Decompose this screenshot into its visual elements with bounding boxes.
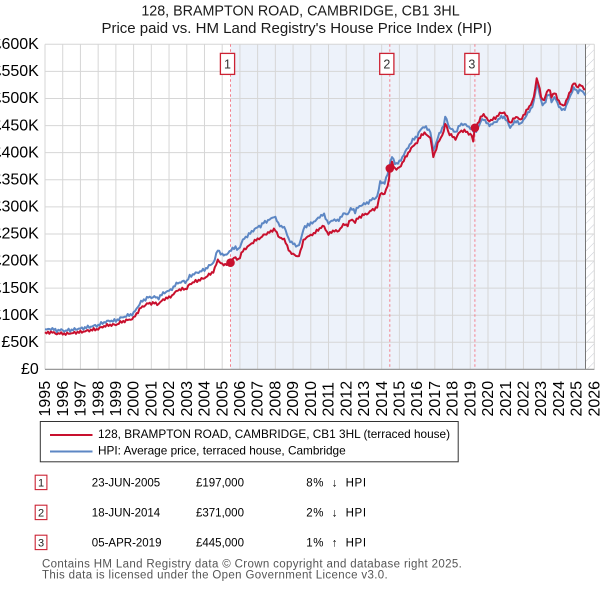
- svg-text:£50K: £50K: [1, 334, 39, 351]
- svg-text:Price paid vs. HM Land Registr: Price paid vs. HM Land Registry's House …: [101, 20, 492, 37]
- svg-text:8% ↓ HPI: 8% ↓ HPI: [306, 477, 366, 489]
- svg-text:£450K: £450K: [0, 117, 39, 134]
- svg-text:This data is licensed under th: This data is licensed under the Open Gov…: [42, 570, 388, 582]
- svg-text:18-JUN-2014: 18-JUN-2014: [92, 507, 161, 519]
- svg-text:2009: 2009: [285, 381, 302, 417]
- svg-text:2007: 2007: [250, 381, 267, 417]
- svg-text:£500K: £500K: [0, 90, 39, 107]
- svg-text:1996: 1996: [55, 381, 72, 417]
- svg-text:2004: 2004: [197, 381, 214, 417]
- svg-text:2% ↓ HPI: 2% ↓ HPI: [306, 507, 366, 519]
- svg-text:2015: 2015: [392, 381, 409, 417]
- svg-text:23-JUN-2005: 23-JUN-2005: [92, 477, 160, 489]
- svg-text:2018: 2018: [445, 381, 462, 417]
- svg-text:3: 3: [468, 58, 475, 72]
- svg-text:1: 1: [38, 477, 44, 489]
- svg-text:2019: 2019: [462, 381, 479, 417]
- svg-text:£445,000: £445,000: [196, 537, 244, 549]
- svg-text:05-APR-2019: 05-APR-2019: [92, 537, 162, 549]
- svg-text:2003: 2003: [179, 381, 196, 417]
- svg-text:2016: 2016: [409, 381, 426, 417]
- svg-text:£600K: £600K: [0, 36, 39, 53]
- svg-text:£300K: £300K: [0, 199, 39, 216]
- svg-text:2026: 2026: [586, 381, 600, 417]
- svg-text:£400K: £400K: [0, 144, 39, 161]
- svg-text:1% ↑ HPI: 1% ↑ HPI: [306, 537, 366, 549]
- svg-text:2025: 2025: [569, 381, 586, 417]
- svg-text:1998: 1998: [90, 381, 107, 417]
- svg-text:2013: 2013: [356, 381, 373, 417]
- svg-text:128, BRAMPTON ROAD, CAMBRIDGE,: 128, BRAMPTON ROAD, CAMBRIDGE, CB1 3HL: [141, 4, 459, 20]
- svg-text:2022: 2022: [516, 381, 533, 417]
- svg-text:£350K: £350K: [0, 172, 39, 189]
- svg-text:1999: 1999: [108, 381, 125, 417]
- svg-text:128, BRAMPTON ROAD, CAMBRIDGE,: 128, BRAMPTON ROAD, CAMBRIDGE, CB1 3HL (…: [98, 427, 450, 441]
- svg-text:2: 2: [383, 58, 390, 72]
- svg-text:£0: £0: [21, 361, 39, 378]
- svg-text:2005: 2005: [214, 381, 231, 417]
- svg-text:2023: 2023: [533, 381, 550, 417]
- svg-text:2002: 2002: [161, 381, 178, 417]
- svg-text:£250K: £250K: [0, 226, 39, 243]
- svg-text:2024: 2024: [551, 381, 568, 417]
- svg-text:£371,000: £371,000: [196, 507, 244, 519]
- svg-text:1995: 1995: [37, 381, 54, 417]
- svg-text:3: 3: [38, 537, 44, 549]
- svg-text:2014: 2014: [374, 381, 391, 417]
- svg-text:2008: 2008: [268, 381, 285, 417]
- svg-text:£150K: £150K: [0, 280, 39, 297]
- svg-text:£197,000: £197,000: [196, 477, 244, 489]
- svg-text:2020: 2020: [480, 381, 497, 417]
- svg-text:1: 1: [224, 58, 231, 72]
- svg-text:£100K: £100K: [0, 307, 39, 324]
- svg-text:2011: 2011: [321, 382, 338, 417]
- svg-text:Contains HM Land Registry data: Contains HM Land Registry data © Crown c…: [42, 559, 462, 571]
- svg-text:HPI: Average price, terraced h: HPI: Average price, terraced house, Camb…: [98, 444, 346, 458]
- svg-text:£550K: £550K: [0, 63, 39, 80]
- svg-text:2021: 2021: [498, 381, 515, 417]
- svg-text:2017: 2017: [427, 381, 444, 417]
- svg-text:2006: 2006: [232, 381, 249, 417]
- svg-text:1997: 1997: [73, 381, 90, 417]
- svg-text:2000: 2000: [126, 381, 143, 417]
- svg-text:2: 2: [38, 507, 44, 519]
- svg-text:2012: 2012: [338, 381, 355, 417]
- svg-text:2001: 2001: [143, 381, 160, 417]
- svg-text:£200K: £200K: [0, 253, 39, 270]
- svg-text:2010: 2010: [303, 381, 320, 417]
